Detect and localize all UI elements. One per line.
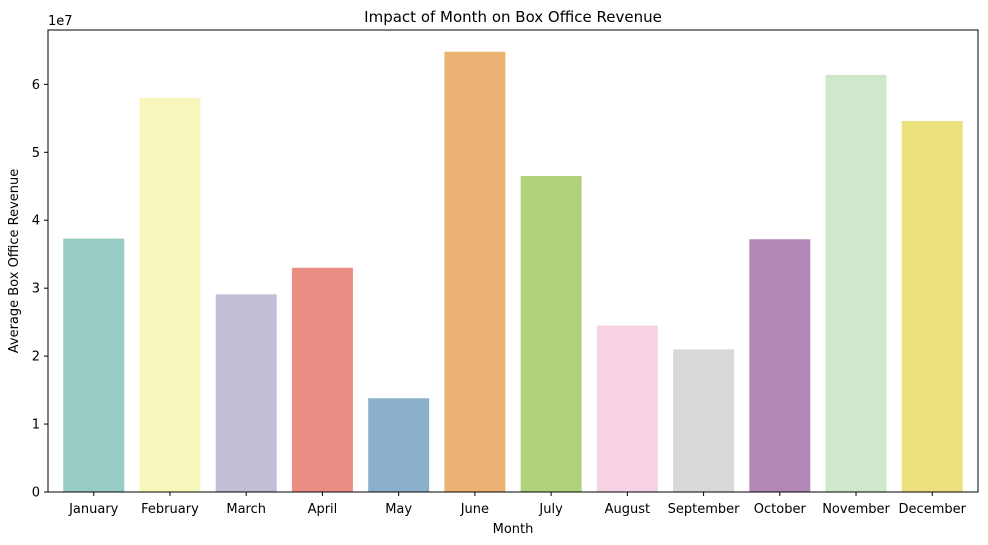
x-tick-label: January: [68, 502, 119, 517]
x-tick-label: April: [308, 502, 338, 517]
bar-november: [825, 74, 887, 492]
x-axis-ticks: January February March April May June July Augu…: [68, 492, 967, 517]
x-tick-label: September: [668, 502, 741, 517]
bar-december: [901, 121, 963, 493]
bar-august: [596, 325, 658, 492]
x-axis-label: Month: [493, 522, 534, 537]
x-tick-label: February: [141, 502, 199, 517]
x-tick-label: August: [605, 502, 651, 517]
y-tick-label: 6: [32, 78, 40, 93]
x-tick-label: May: [385, 502, 412, 517]
bar-october: [749, 239, 811, 492]
x-tick-label: November: [822, 502, 890, 517]
x-tick-label: July: [538, 502, 563, 517]
bar-april: [291, 267, 353, 492]
x-tick-label: December: [899, 502, 967, 517]
y-tick-label: 0: [32, 486, 40, 501]
y-tick-label: 3: [32, 282, 40, 297]
bars-group: [63, 51, 963, 493]
bar-july: [520, 176, 582, 492]
y-tick-label: 2: [32, 350, 40, 365]
x-tick-label: March: [226, 502, 266, 517]
y-axis-offset-text: 1e7: [48, 14, 73, 29]
y-tick-label: 1: [32, 418, 40, 433]
plot-frame: [47, 29, 979, 493]
y-axis-ticks: 0 1 2 3 4 5 6: [32, 78, 48, 501]
chart-title: Impact of Month on Box Office Revenue: [364, 8, 662, 26]
y-tick-label: 5: [32, 146, 40, 161]
bar-january: [63, 238, 125, 492]
bar-september: [673, 349, 735, 492]
x-tick-label: October: [754, 502, 807, 517]
bar-june: [444, 51, 506, 492]
bar-may: [368, 398, 430, 492]
bar-march: [215, 294, 277, 492]
bar-february: [139, 97, 201, 493]
y-axis-label: Average Box Office Revenue: [7, 169, 22, 354]
x-tick-label: June: [460, 502, 489, 517]
y-tick-label: 4: [32, 214, 40, 229]
